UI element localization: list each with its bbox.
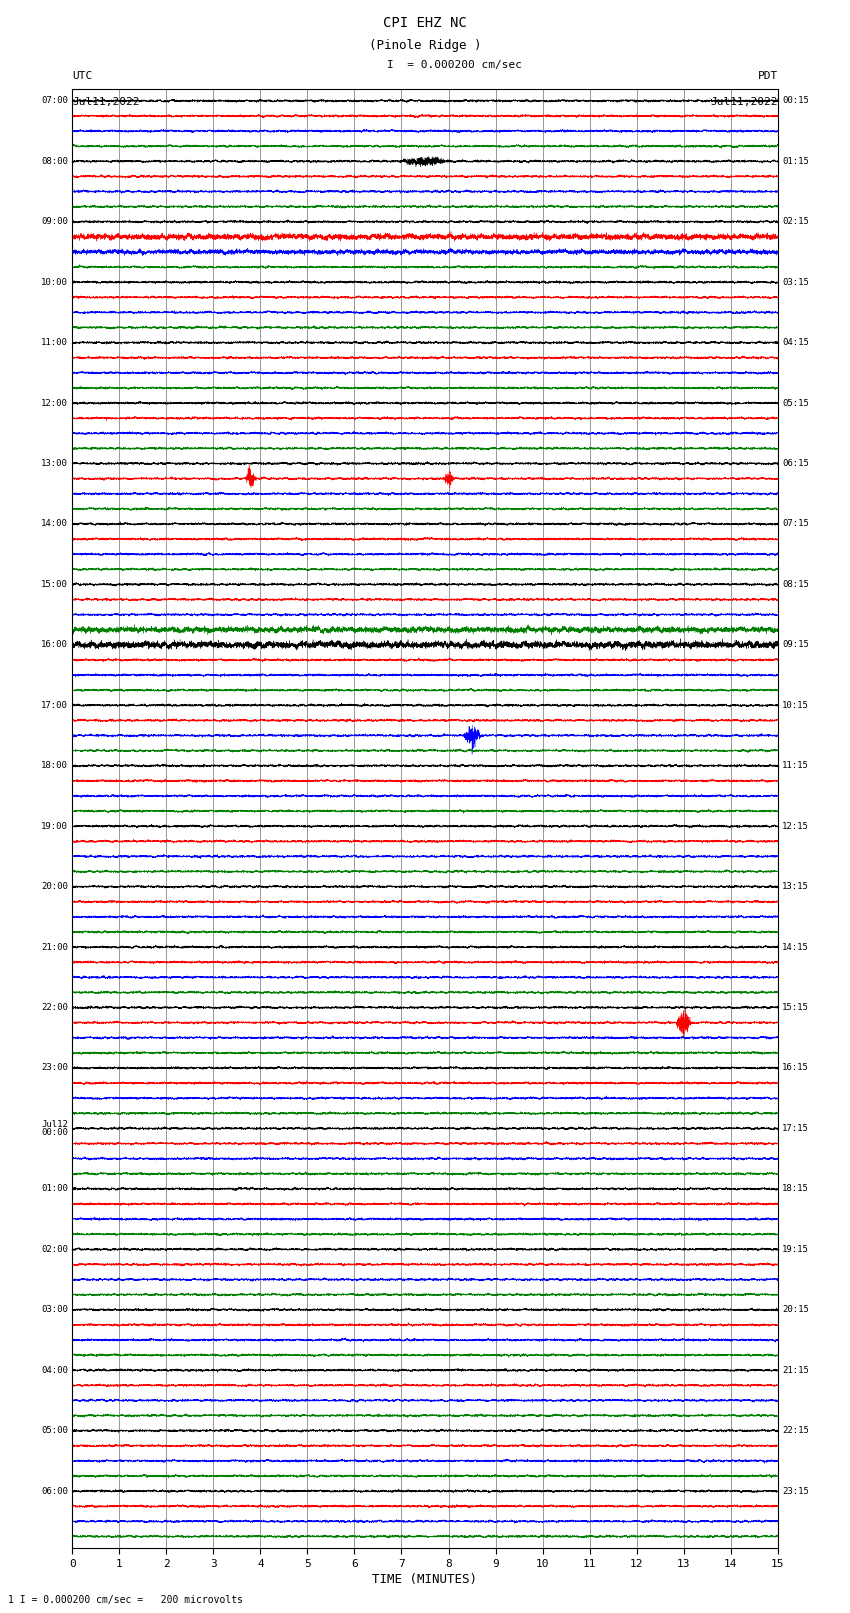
Text: 23:15: 23:15 (782, 1487, 809, 1495)
Text: 23:00: 23:00 (41, 1063, 68, 1073)
Text: 12:00: 12:00 (41, 398, 68, 408)
Text: 17:15: 17:15 (782, 1124, 809, 1132)
Text: 15:00: 15:00 (41, 579, 68, 589)
Text: PDT: PDT (757, 71, 778, 81)
Text: 22:15: 22:15 (782, 1426, 809, 1436)
Text: 20:15: 20:15 (782, 1305, 809, 1315)
Text: Jul11,2022: Jul11,2022 (72, 97, 139, 106)
Text: 05:15: 05:15 (782, 398, 809, 408)
Text: 18:15: 18:15 (782, 1184, 809, 1194)
Text: I  = 0.000200 cm/sec: I = 0.000200 cm/sec (387, 60, 522, 69)
Text: 11:00: 11:00 (41, 339, 68, 347)
Text: 11:15: 11:15 (782, 761, 809, 769)
Text: 19:00: 19:00 (41, 821, 68, 831)
Text: 05:00: 05:00 (41, 1426, 68, 1436)
Text: 07:00: 07:00 (41, 97, 68, 105)
Text: 14:00: 14:00 (41, 519, 68, 529)
Text: 00:15: 00:15 (782, 97, 809, 105)
Text: 21:15: 21:15 (782, 1366, 809, 1374)
Text: 02:15: 02:15 (782, 218, 809, 226)
Text: Jul12
00:00: Jul12 00:00 (41, 1119, 68, 1137)
Text: 02:00: 02:00 (41, 1245, 68, 1253)
Text: 01:15: 01:15 (782, 156, 809, 166)
Text: 04:15: 04:15 (782, 339, 809, 347)
Text: 09:00: 09:00 (41, 218, 68, 226)
Text: Jul11,2022: Jul11,2022 (711, 97, 778, 106)
Text: 10:15: 10:15 (782, 700, 809, 710)
Text: 04:00: 04:00 (41, 1366, 68, 1374)
Text: (Pinole Ridge ): (Pinole Ridge ) (369, 39, 481, 52)
Text: 03:00: 03:00 (41, 1305, 68, 1315)
Text: 19:15: 19:15 (782, 1245, 809, 1253)
Text: 13:15: 13:15 (782, 882, 809, 890)
Text: CPI EHZ NC: CPI EHZ NC (383, 16, 467, 31)
Text: 03:15: 03:15 (782, 277, 809, 287)
Text: 16:00: 16:00 (41, 640, 68, 650)
Text: 1 I = 0.000200 cm/sec =   200 microvolts: 1 I = 0.000200 cm/sec = 200 microvolts (8, 1595, 243, 1605)
Text: 22:00: 22:00 (41, 1003, 68, 1011)
Text: 10:00: 10:00 (41, 277, 68, 287)
Text: 08:15: 08:15 (782, 579, 809, 589)
Text: 18:00: 18:00 (41, 761, 68, 769)
X-axis label: TIME (MINUTES): TIME (MINUTES) (372, 1573, 478, 1586)
Text: UTC: UTC (72, 71, 93, 81)
Text: 01:00: 01:00 (41, 1184, 68, 1194)
Text: 17:00: 17:00 (41, 700, 68, 710)
Text: 06:00: 06:00 (41, 1487, 68, 1495)
Text: 14:15: 14:15 (782, 942, 809, 952)
Text: 09:15: 09:15 (782, 640, 809, 650)
Text: 20:00: 20:00 (41, 882, 68, 890)
Text: 06:15: 06:15 (782, 460, 809, 468)
Text: 08:00: 08:00 (41, 156, 68, 166)
Text: 07:15: 07:15 (782, 519, 809, 529)
Text: 16:15: 16:15 (782, 1063, 809, 1073)
Text: 12:15: 12:15 (782, 821, 809, 831)
Text: 21:00: 21:00 (41, 942, 68, 952)
Text: 13:00: 13:00 (41, 460, 68, 468)
Text: 15:15: 15:15 (782, 1003, 809, 1011)
